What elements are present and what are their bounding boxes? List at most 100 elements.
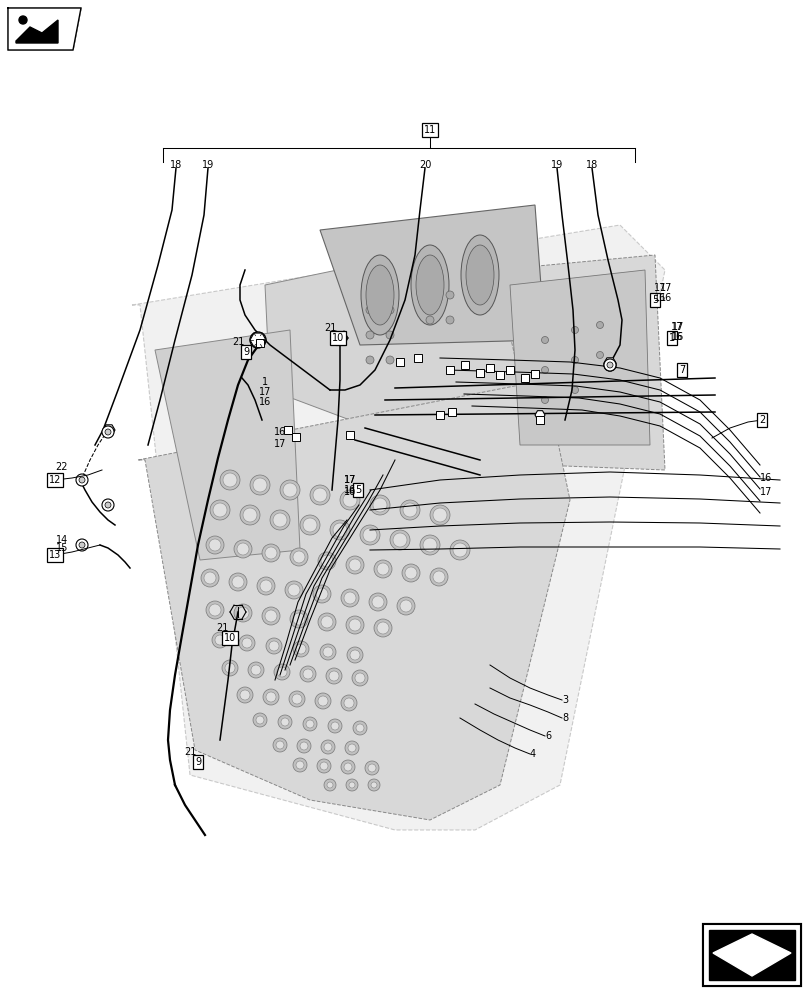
Circle shape: [345, 741, 358, 755]
Text: 18: 18: [586, 160, 598, 170]
Circle shape: [225, 663, 234, 673]
Circle shape: [266, 638, 281, 654]
Circle shape: [324, 779, 336, 791]
Circle shape: [303, 518, 316, 532]
Circle shape: [318, 552, 336, 570]
Circle shape: [315, 693, 331, 709]
Circle shape: [237, 687, 253, 703]
Circle shape: [316, 759, 331, 773]
Text: 7: 7: [678, 365, 684, 375]
Circle shape: [366, 306, 374, 314]
Circle shape: [268, 641, 279, 651]
Ellipse shape: [361, 255, 398, 335]
Circle shape: [234, 540, 251, 558]
Bar: [345, 431, 354, 439]
Circle shape: [340, 490, 359, 510]
Bar: [292, 433, 299, 441]
Circle shape: [323, 647, 333, 657]
Bar: [255, 339, 264, 347]
Circle shape: [257, 577, 275, 595]
Polygon shape: [495, 255, 664, 470]
Circle shape: [453, 543, 466, 557]
Circle shape: [212, 503, 227, 517]
Circle shape: [270, 510, 290, 530]
Circle shape: [344, 763, 351, 771]
Circle shape: [331, 722, 338, 730]
Polygon shape: [16, 20, 58, 43]
Circle shape: [329, 520, 350, 540]
Circle shape: [320, 740, 335, 754]
Circle shape: [312, 488, 327, 502]
Circle shape: [273, 664, 290, 680]
Circle shape: [250, 475, 270, 495]
Circle shape: [293, 758, 307, 772]
Circle shape: [341, 589, 358, 607]
Circle shape: [341, 695, 357, 711]
Polygon shape: [103, 425, 115, 435]
Circle shape: [263, 689, 279, 705]
Circle shape: [432, 571, 444, 583]
Circle shape: [102, 499, 114, 511]
Circle shape: [206, 536, 224, 554]
Circle shape: [430, 568, 448, 586]
Circle shape: [328, 671, 338, 681]
Circle shape: [299, 515, 320, 535]
Circle shape: [320, 555, 333, 567]
Text: 9: 9: [242, 347, 249, 357]
Circle shape: [371, 782, 376, 788]
Circle shape: [541, 366, 547, 373]
Bar: [436, 411, 444, 419]
Circle shape: [221, 660, 238, 676]
Bar: [284, 426, 292, 434]
Circle shape: [426, 316, 433, 324]
Circle shape: [541, 396, 547, 403]
Circle shape: [242, 508, 257, 522]
Text: 16: 16: [259, 397, 271, 407]
Circle shape: [445, 291, 453, 299]
Circle shape: [449, 540, 470, 560]
Ellipse shape: [415, 255, 444, 315]
Polygon shape: [708, 930, 794, 980]
Circle shape: [397, 597, 414, 615]
Circle shape: [276, 741, 284, 749]
Text: 17: 17: [343, 475, 356, 485]
Circle shape: [238, 635, 255, 651]
Circle shape: [389, 530, 410, 550]
Circle shape: [367, 779, 380, 791]
Circle shape: [272, 738, 286, 752]
Circle shape: [341, 760, 354, 774]
Polygon shape: [264, 230, 554, 450]
Circle shape: [237, 607, 249, 619]
Circle shape: [385, 356, 393, 364]
Circle shape: [374, 560, 392, 578]
Circle shape: [240, 505, 260, 525]
Text: 13: 13: [49, 550, 61, 560]
Circle shape: [285, 581, 303, 599]
Circle shape: [210, 500, 230, 520]
Circle shape: [419, 535, 440, 555]
Circle shape: [299, 666, 315, 682]
Ellipse shape: [466, 245, 493, 305]
Circle shape: [292, 694, 302, 704]
Circle shape: [232, 576, 243, 588]
Circle shape: [603, 359, 616, 371]
Circle shape: [76, 474, 88, 486]
Ellipse shape: [461, 235, 499, 315]
Circle shape: [315, 588, 328, 600]
Circle shape: [264, 547, 277, 559]
Text: 17: 17: [343, 475, 356, 485]
Circle shape: [240, 690, 250, 700]
Circle shape: [571, 357, 577, 363]
Circle shape: [372, 498, 387, 512]
Circle shape: [351, 670, 367, 686]
Circle shape: [19, 16, 27, 24]
Circle shape: [247, 662, 264, 678]
Circle shape: [345, 556, 363, 574]
Text: 16: 16: [759, 473, 771, 483]
Circle shape: [344, 592, 355, 604]
Circle shape: [296, 644, 306, 654]
Circle shape: [353, 721, 367, 735]
Circle shape: [366, 331, 374, 339]
Circle shape: [348, 744, 355, 752]
Circle shape: [234, 604, 251, 622]
